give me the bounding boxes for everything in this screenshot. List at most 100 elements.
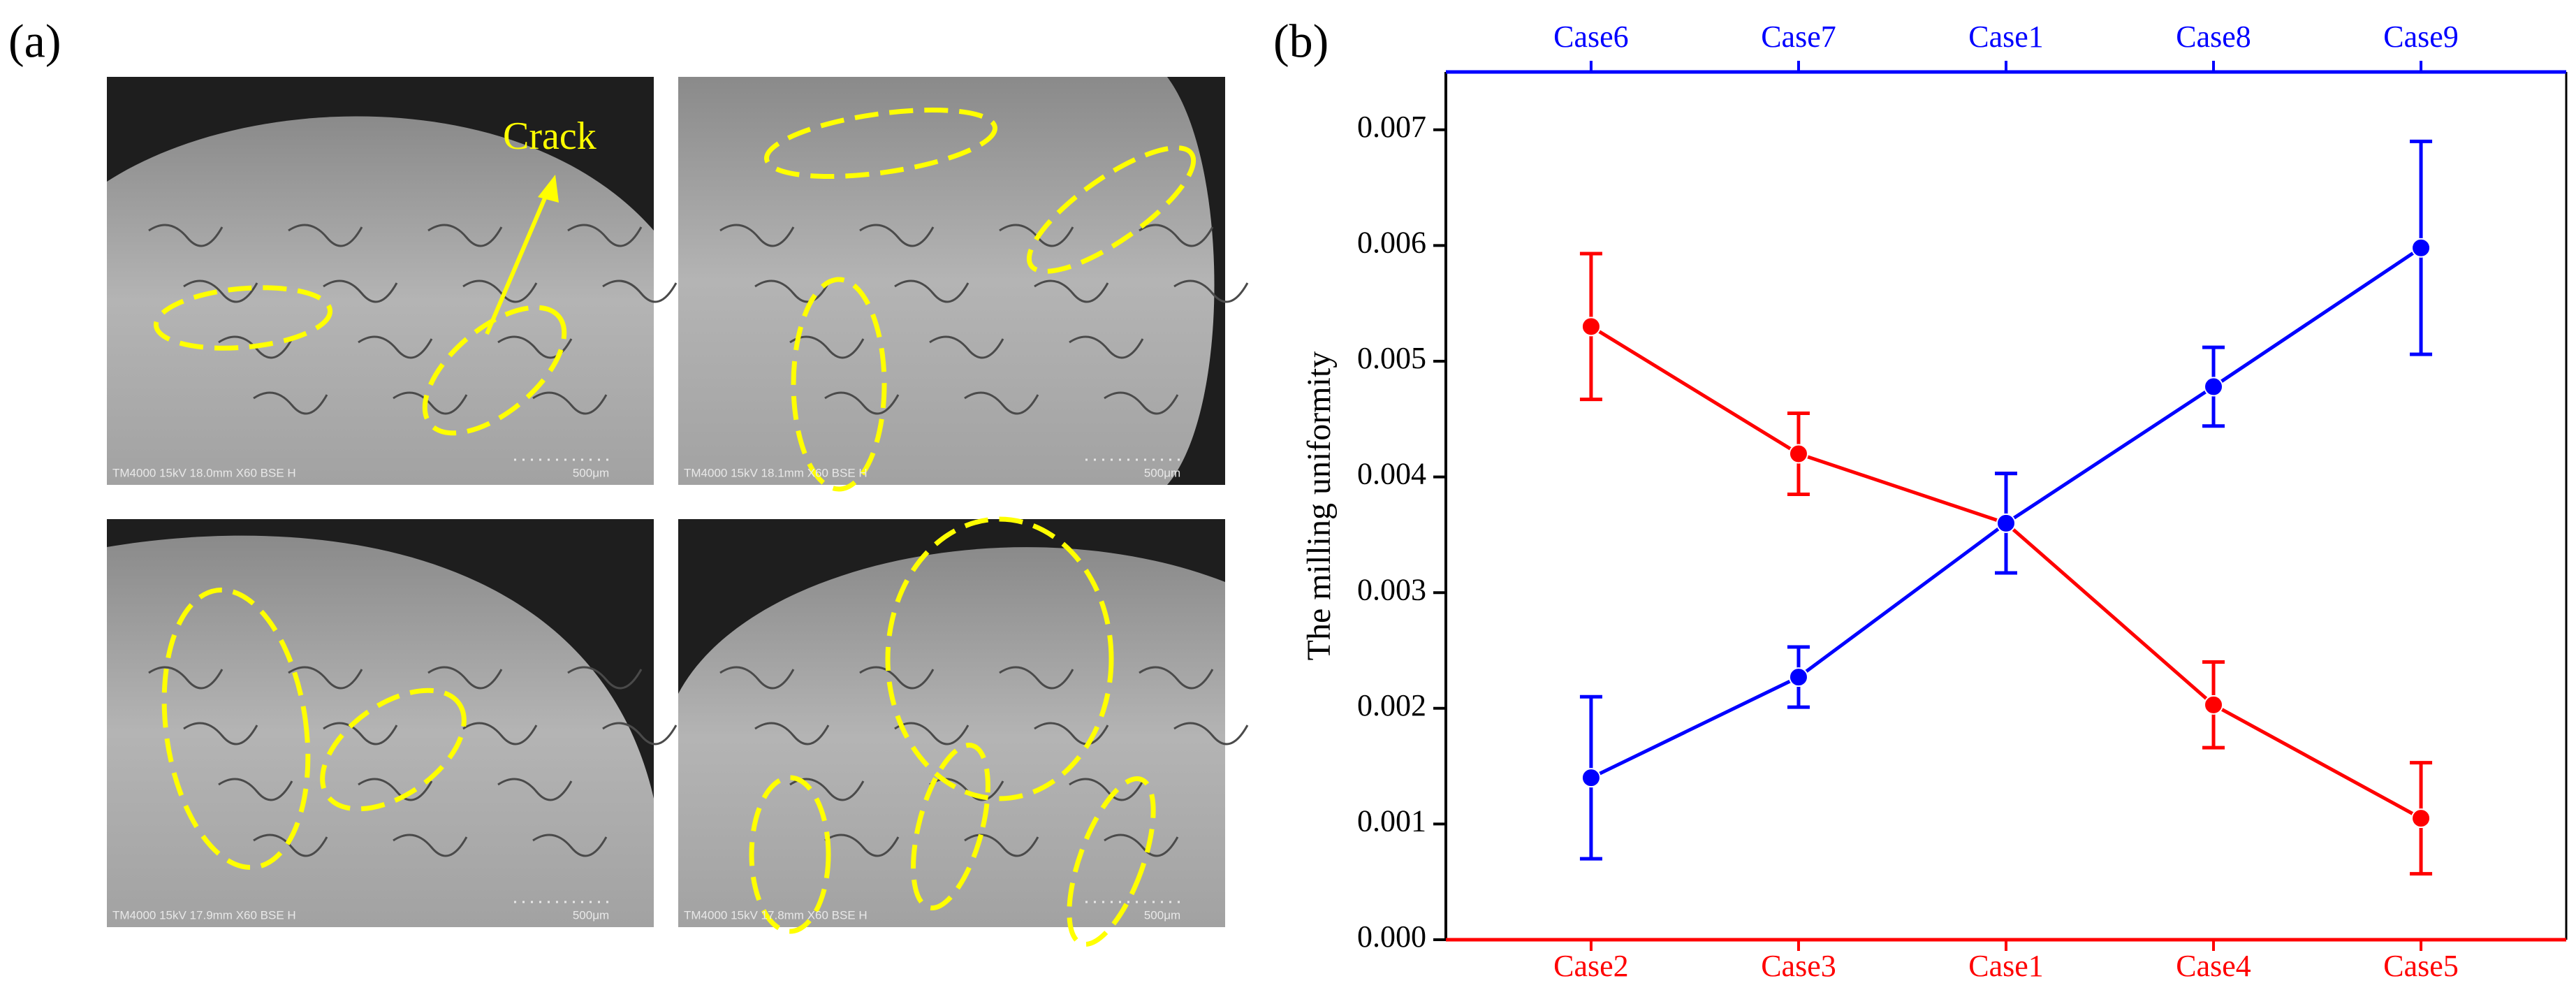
crack-highlight [764,107,997,180]
data-point [1788,444,1808,464]
crack-texture [1104,391,1179,415]
crack-texture [323,279,398,303]
crack-texture [859,666,935,690]
y-tick-label: 0.000 [1357,919,1426,954]
x-tick-label: Case3 [1761,949,1836,983]
crack-texture [719,666,795,690]
data-point [2204,377,2224,397]
crack-highlight [161,587,311,871]
crack-texture [964,391,1039,415]
x-tick-label: Case4 [2176,949,2251,983]
crack-texture [1104,834,1179,857]
crack-texture [358,335,433,359]
sem-scale: 500μm [1144,908,1180,922]
y-tick-label: 0.003 [1357,572,1426,606]
y-tick-label: 0.005 [1357,341,1426,375]
x2-tick-label: Case1 [1968,20,2044,54]
crack-texture [567,224,643,247]
crack-texture [462,279,538,303]
y-tick-label: 0.007 [1357,110,1426,144]
crack-texture [929,335,1004,359]
data-point [1788,667,1808,687]
crack-texture [427,666,503,690]
sem-info: TM4000 15kV 18.0mm X60 BSE H [112,466,296,479]
sem-scale: 500μm [573,466,609,479]
crack-texture [253,391,328,415]
y-tick-label: 0.002 [1357,688,1426,722]
crack-texture [1069,778,1144,801]
crack-texture [288,666,363,690]
y-axis-label: The milling uniformity [1301,351,1338,661]
chart: 0.000 0.001 0.002 0.003 0.004 0.005 0.006 0.007… [1301,20,2568,983]
crack-highlight [422,305,567,436]
crack-texture [462,722,538,745]
crack-texture [1034,279,1109,303]
sem-grain [107,535,654,927]
data-point [1581,317,1601,337]
panel-label: (b) [1273,15,1329,68]
crack-texture [1173,279,1249,303]
sem-scale: 500μm [1144,466,1180,479]
x2-tick-label: Case8 [2176,20,2251,54]
crack-texture [602,722,678,745]
crack-texture [393,834,468,857]
crack-texture [719,224,795,247]
y-tick-label: 0.001 [1357,803,1426,838]
crack-highlight [911,743,990,910]
crack-highlight [791,277,887,492]
crack-texture [1034,722,1109,745]
crack-texture [824,834,900,857]
data-point [2411,238,2431,258]
data-point [1996,513,2016,533]
crack-texture [148,666,224,690]
crack-texture [754,722,830,745]
sem-info: TM4000 15kV 17.8mm X60 BSE H [684,908,868,922]
crack-texture [532,834,608,857]
annotation: Crack [503,115,597,158]
crack-texture [789,335,865,359]
sem-images: TM4000 15kV 18.0mm X60 BSE H 500μm TM4000 … [107,77,1249,947]
crack-texture [288,224,363,247]
crack-highlight [885,516,1114,801]
crack-texture [894,279,969,303]
sem-info: TM4000 15kV 18.1mm X60 BSE H [684,466,868,479]
data-point [1581,768,1601,788]
sem-scale: 500μm [573,908,609,922]
crack-texture [567,666,643,690]
x2-tick-label: Case6 [1553,20,1629,54]
crack-texture [1139,666,1214,690]
crack-texture [1069,335,1144,359]
crack-texture [218,335,293,359]
crack-texture [183,722,258,745]
crack-texture [148,224,224,247]
crack-texture [964,834,1039,857]
x2-tick-label: Case9 [2383,20,2459,54]
arrow-head [538,175,559,203]
crack-texture [602,279,678,303]
crack-texture [859,224,935,247]
x2-tick-label: Case7 [1761,20,1836,54]
x-tick-label: Case1 [1968,949,2044,983]
data-point [2411,808,2431,829]
panel-label: (a) [8,15,61,68]
crack-texture [532,391,608,415]
crack-highlight [749,775,831,934]
data-point [2204,694,2224,715]
crack-texture [323,722,398,745]
crack-texture [1139,224,1214,247]
crack-highlight [320,687,467,812]
annotation-arrow [485,184,552,335]
crack-texture [358,778,433,801]
crack-highlight [1026,145,1196,274]
crack-texture [393,391,468,415]
x-tick-label: Case5 [2383,949,2459,983]
crack-texture [497,778,573,801]
x-tick-label: Case2 [1553,949,1629,983]
crack-texture [999,666,1074,690]
crack-highlight [153,285,333,351]
crack-texture [427,224,503,247]
crack-texture [824,391,900,415]
crack-texture [218,778,293,801]
crack-texture [183,279,258,303]
